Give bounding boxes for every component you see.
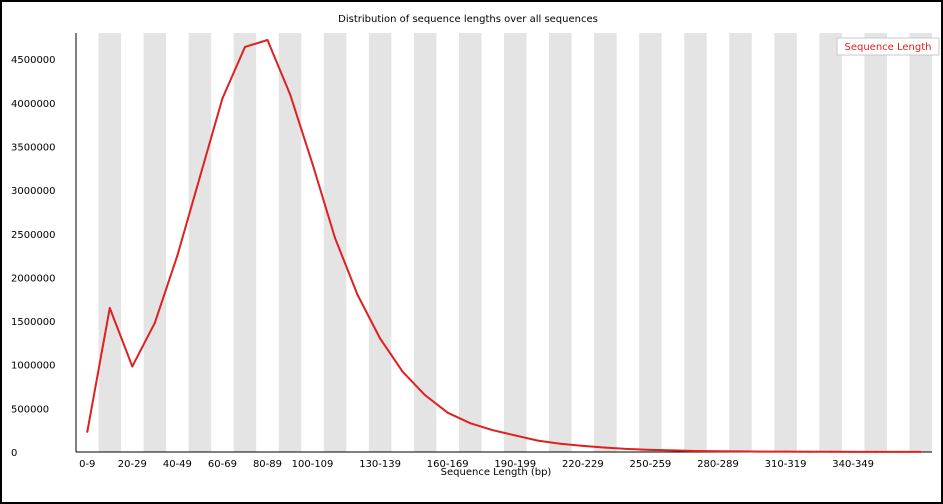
x-tick-label: 100-109 [292,459,334,470]
data-point [243,45,246,48]
grid-band [458,33,482,452]
data-point [289,93,291,96]
data-point [356,293,359,296]
data-point [874,450,877,453]
data-point [491,429,494,432]
data-point [514,434,517,437]
data-point [852,450,855,453]
y-tick-label: 3500000 [11,142,56,153]
y-tick-label: 4000000 [11,99,56,110]
data-point [131,365,134,368]
data-point [536,439,539,442]
x-tick-label: 130-139 [359,459,401,470]
x-tick-label: 80-89 [253,459,282,470]
data-point [266,38,269,41]
data-point [784,450,787,453]
data-point [671,449,674,452]
sequence-length-line [86,38,921,453]
data-point [762,450,765,453]
x-axis-ticks: 0-9 20-29 40-49 60-69 80-89 100-109 130-139 160… [79,459,874,470]
data-point [559,442,562,445]
grid-band [323,33,347,452]
background-bands [98,33,932,452]
data-point [379,337,382,340]
grid-band [278,33,302,452]
grid-band [504,33,527,452]
data-point [198,176,201,179]
grid-band [909,33,932,452]
data-point [897,450,900,453]
y-tick-label: 500000 [11,404,49,415]
x-tick-label: 0-9 [79,459,95,470]
y-tick-label: 0 [11,448,17,459]
data-point [604,446,607,449]
x-tick-label: 220-229 [562,459,604,470]
data-point [401,370,404,373]
grid-band [413,33,437,452]
data-point [694,449,697,452]
data-points [86,38,922,453]
data-point [807,450,810,453]
y-axis-ticks: 0 500000 1000000 1500000 2000000 2500000 30000… [11,55,56,459]
data-point [153,321,156,324]
data-point [649,448,652,451]
grid-band [864,33,887,452]
data-point [176,254,179,257]
grid-band [774,33,797,452]
legend-entry-sequence-length: Sequence Length [845,42,932,53]
data-point [108,306,111,309]
data-point [919,450,922,453]
grid-band [819,33,842,452]
x-tick-label: 160-169 [427,459,469,470]
x-tick-label: 190-199 [494,459,536,470]
grid-band [98,33,122,452]
grid-band [188,33,212,452]
data-point [581,444,584,447]
data-point [717,450,719,453]
grid-band [233,33,257,452]
grid-band [684,33,707,452]
y-tick-label: 1000000 [11,361,56,372]
x-tick-label: 40-49 [163,459,192,470]
data-point [469,422,472,425]
data-point [311,162,314,165]
data-point [446,411,449,414]
chart-title: Distribution of sequence lengths over al… [338,14,598,25]
grid-band [594,33,617,452]
data-point [739,450,742,453]
x-tick-label: 280-289 [697,459,739,470]
legend: Sequence Length [836,37,940,56]
grid-band [143,33,167,452]
x-tick-label: 60-69 [208,459,237,470]
y-tick-label: 2000000 [11,273,56,284]
y-tick-label: 2500000 [11,230,56,241]
grid-band [639,33,662,452]
x-tick-label: 340-349 [832,459,874,470]
legend-box [836,37,940,56]
data-point [334,237,337,240]
data-point [86,430,89,433]
y-tick-label: 4500000 [11,55,56,66]
x-tick-label: 250-259 [630,459,672,470]
data-point [829,450,832,453]
x-tick-label: 310-319 [765,459,807,470]
x-axis-label: Sequence Length (bp) [441,467,552,478]
grid-band [549,33,572,452]
grid-band [368,33,392,452]
grid-band [729,33,752,452]
y-tick-label: 1500000 [11,317,56,328]
x-tick-label: 20-29 [118,459,147,470]
y-tick-label: 3000000 [11,186,56,197]
data-point [221,97,224,100]
data-point [424,394,427,397]
data-point [626,447,629,450]
